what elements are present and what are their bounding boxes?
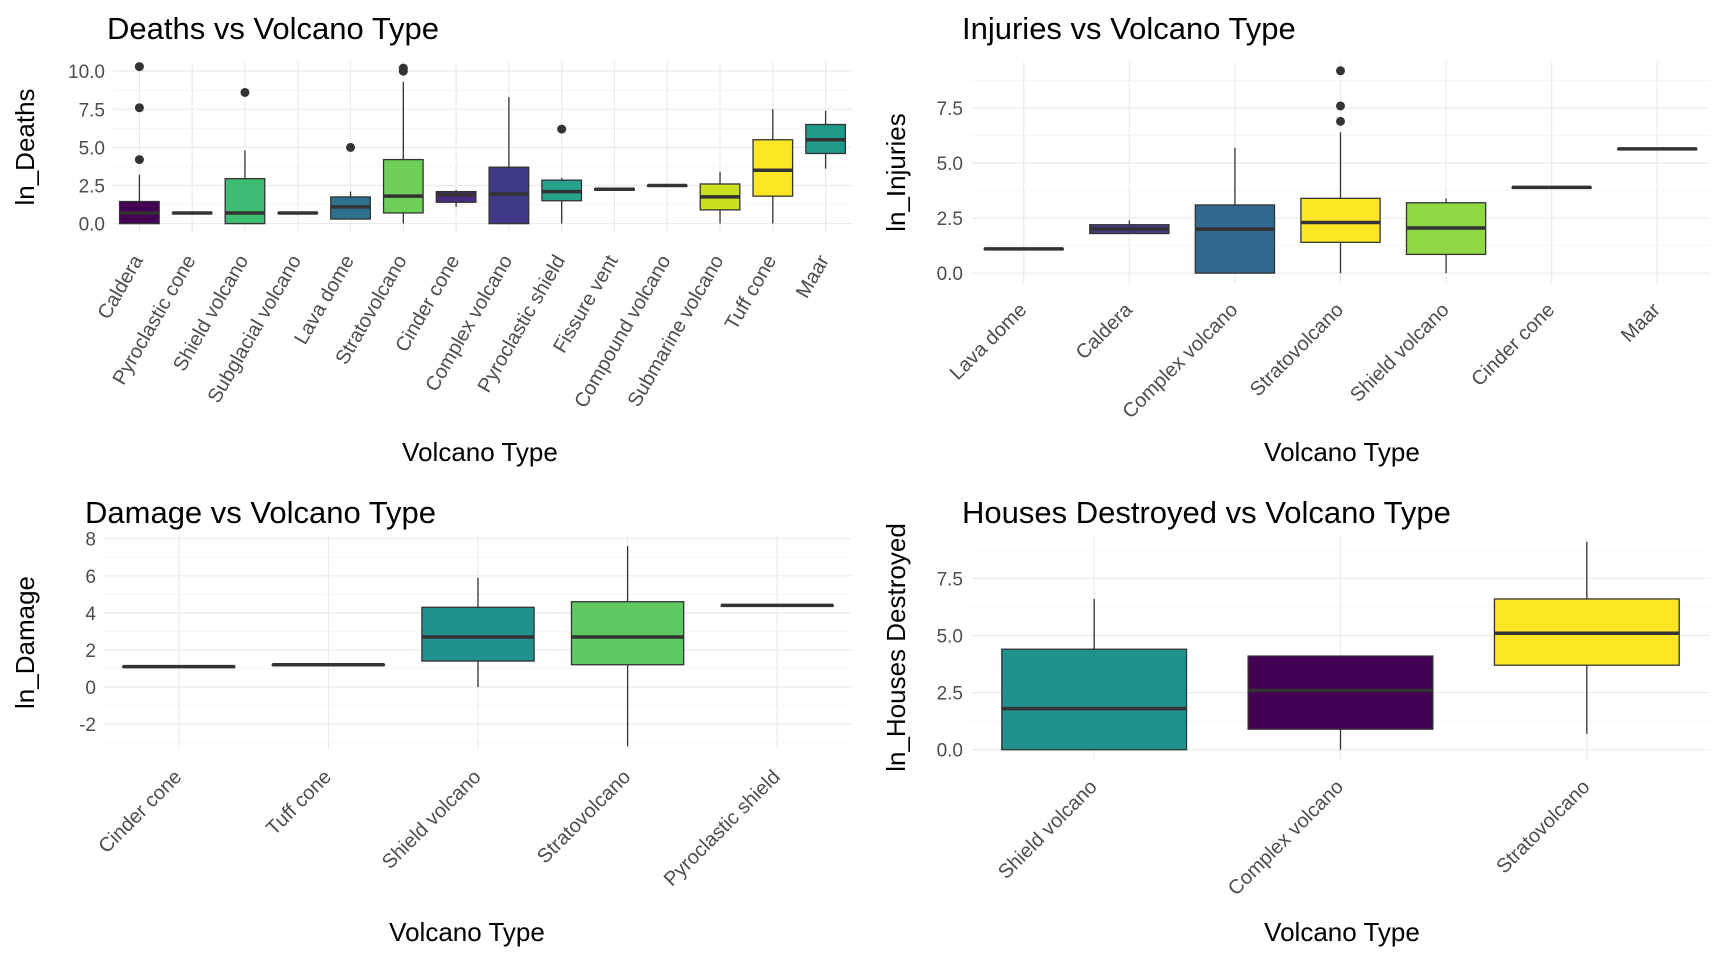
box-subglacial-volcano (277, 211, 319, 215)
panel-title: Deaths vs Volcano Type (107, 11, 439, 46)
box-cinder-cone (122, 664, 236, 669)
box-fissure-vent (594, 187, 635, 192)
y-tick-label: 2.5 (937, 684, 963, 705)
y-tick-label: 6 (85, 567, 96, 588)
box-complex-volcano (488, 97, 530, 225)
box-outlier (134, 62, 144, 72)
x-axis-title: Volcano Type (402, 437, 558, 467)
box-cinder-cone (1511, 185, 1592, 190)
y-tick-label: 0.0 (937, 264, 963, 285)
box-pyroclastic-shield (720, 603, 834, 608)
box-shield-volcano (1001, 598, 1188, 751)
box-body (1194, 204, 1276, 274)
y-tick-label: 10.0 (68, 62, 105, 83)
y-tick-label: 0 (85, 678, 96, 699)
box-outlier (557, 124, 567, 134)
y-tick-label: 5.0 (937, 154, 963, 175)
box-outlier (398, 63, 408, 73)
box-outlier (1336, 66, 1345, 76)
box-maar (1616, 147, 1698, 151)
box-compound-volcano (646, 183, 688, 188)
x-axis-title: Volcano Type (1264, 917, 1420, 947)
box-outlier (346, 142, 356, 152)
box-maar (805, 110, 847, 169)
box-shield-volcano (1405, 198, 1487, 274)
box-caldera (118, 62, 160, 225)
box-caldera (1089, 220, 1170, 235)
box-stratovolcano (1300, 66, 1381, 274)
box-shield-volcano (421, 577, 535, 687)
box-tuff-cone (752, 109, 794, 224)
y-tick-label: 7.5 (937, 99, 963, 120)
y-tick-label: 5.0 (79, 138, 105, 159)
y-tick-label: 2.5 (937, 209, 963, 230)
box-submarine-volcano (699, 171, 741, 224)
box-body (752, 139, 794, 197)
panel-title: Damage vs Volcano Type (85, 495, 436, 530)
y-tick-label: 8 (85, 530, 96, 551)
panel-title: Injuries vs Volcano Type (962, 11, 1296, 46)
y-axis-title: ln_Damage (10, 576, 40, 709)
box-stratovolcano (1493, 541, 1680, 734)
box-body (435, 190, 477, 203)
box-lava-dome (330, 142, 371, 220)
y-tick-label: 4 (85, 604, 96, 625)
box-cinder-cone (435, 190, 477, 207)
box-complex-volcano (1247, 655, 1434, 750)
box-shield-volcano (224, 87, 266, 225)
box-outlier (134, 155, 144, 165)
y-tick-label: 0.0 (937, 741, 963, 762)
box-complex-volcano (1194, 147, 1276, 274)
box-pyroclastic-cone (171, 211, 213, 215)
box-body (224, 177, 266, 225)
box-stratovolcano (382, 63, 424, 224)
box-outlier (1336, 116, 1345, 126)
box-pyroclastic-shield (541, 124, 583, 224)
y-tick-label: 5.0 (937, 627, 963, 648)
y-tick-label: 7.5 (79, 100, 105, 121)
y-axis-title: ln_Injuries (881, 113, 911, 232)
box-body (382, 158, 424, 214)
y-tick-label: 0.0 (79, 215, 105, 236)
box-outlier (134, 103, 144, 113)
box-lava-dome (983, 247, 1065, 251)
box-outlier (240, 87, 250, 97)
box-outlier (1336, 101, 1345, 111)
y-tick-label: 2 (85, 641, 96, 662)
box-body (1247, 655, 1434, 730)
box-tuff-cone (271, 662, 386, 667)
box-body (1001, 648, 1188, 751)
panel-title: Houses Destroyed vs Volcano Type (962, 495, 1451, 530)
y-axis-title: ln_Deaths (10, 88, 40, 205)
box-body (421, 606, 535, 662)
y-tick-label: 2.5 (79, 176, 105, 197)
box-body (570, 601, 685, 666)
x-axis-title: Volcano Type (389, 917, 545, 947)
panel-4: Houses Destroyed vs Volcano Type 0.0 2.5 5.… (881, 495, 1710, 947)
box-stratovolcano (570, 546, 685, 747)
y-tick-label: 7.5 (937, 569, 963, 590)
y-tick-label: -2 (79, 715, 96, 736)
y-axis-title: ln_Houses Destroyed (881, 523, 911, 772)
box-body (1300, 197, 1381, 243)
x-axis-title: Volcano Type (1264, 437, 1420, 467)
